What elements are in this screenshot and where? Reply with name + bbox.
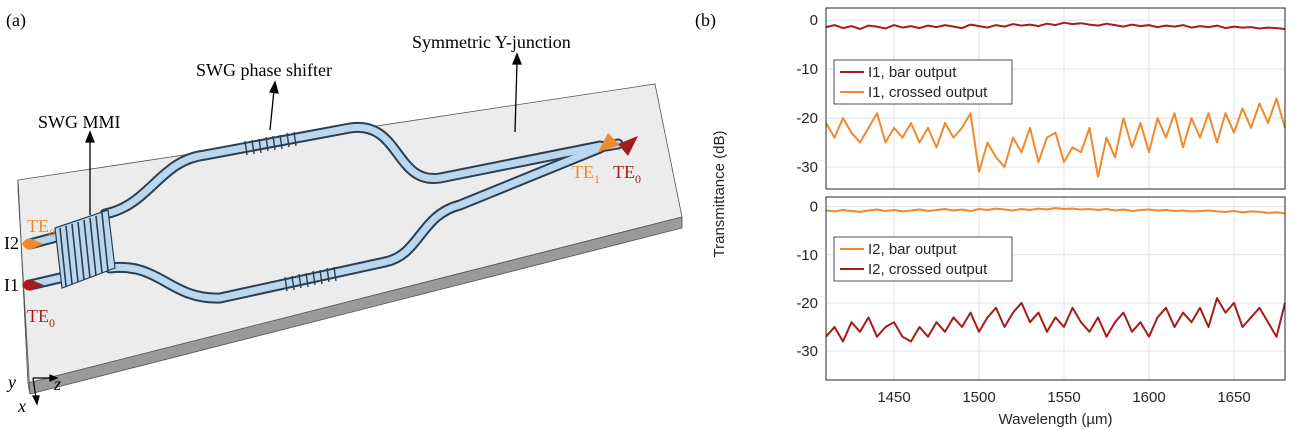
data-line — [825, 207, 1286, 215]
panel-label: (b) — [695, 10, 716, 31]
y-axis-label: Transmittance (dB) — [711, 131, 728, 258]
input-label: I1 — [4, 275, 19, 295]
axis-label: z — [53, 374, 61, 394]
panel-label: (a) — [6, 10, 26, 31]
x-axis-label: Wavelength (µm) — [999, 411, 1113, 428]
port-label: TE0 — [613, 162, 641, 186]
legend-label: I2, bar output — [868, 241, 957, 258]
axis-label: y — [6, 372, 16, 392]
y-tick-label: -20 — [796, 295, 818, 312]
y-tick-label: 0 — [810, 12, 818, 29]
port-text: TE — [613, 162, 635, 182]
y-tick-label: -30 — [796, 159, 818, 176]
port-text: TE — [27, 306, 49, 326]
x-tick-label: 1500 — [962, 389, 995, 406]
axes-box — [825, 7, 1286, 190]
data-line — [825, 21, 1286, 30]
device-chip — [17, 52, 683, 406]
port-sub: 0 — [49, 316, 55, 330]
x-tick-label: 1550 — [1047, 389, 1080, 406]
y-tick-label: -10 — [796, 247, 818, 264]
y-tick-label: -10 — [796, 61, 818, 78]
legend-label: I1, crossed output — [868, 84, 988, 101]
port-sub: 0 — [49, 226, 55, 240]
y-tick-label: -20 — [796, 110, 818, 127]
port-sub: 0 — [635, 172, 641, 186]
legend-label: I2, crossed output — [868, 261, 988, 278]
legend-box — [833, 236, 1013, 282]
port-sub: 1 — [594, 172, 600, 186]
port-text: TE — [572, 162, 594, 182]
annotation: SWG MMI — [38, 112, 121, 132]
data-line — [825, 297, 1286, 343]
port-label: TE0 — [27, 216, 55, 240]
port-label: TE0 — [27, 306, 55, 330]
port-text: TE — [27, 216, 49, 236]
axes-box — [825, 196, 1286, 381]
data-line — [825, 97, 1286, 178]
plot-area — [826, 197, 1285, 380]
x-tick-label: 1650 — [1217, 389, 1250, 406]
annotation: SWG phase shifter — [196, 60, 332, 80]
x-tick-label: 1450 — [877, 389, 910, 406]
legend-label: I1, bar output — [868, 64, 957, 81]
axis-label: x — [17, 396, 26, 416]
port-label: TE1 — [572, 162, 600, 186]
legend-box — [833, 59, 1013, 105]
y-tick-label: -30 — [796, 343, 818, 360]
annotation: Symmetric Y-junction — [412, 32, 571, 52]
x-tick-label: 1600 — [1132, 389, 1165, 406]
input-label: I2 — [4, 233, 19, 253]
y-tick-label: 0 — [810, 199, 818, 216]
